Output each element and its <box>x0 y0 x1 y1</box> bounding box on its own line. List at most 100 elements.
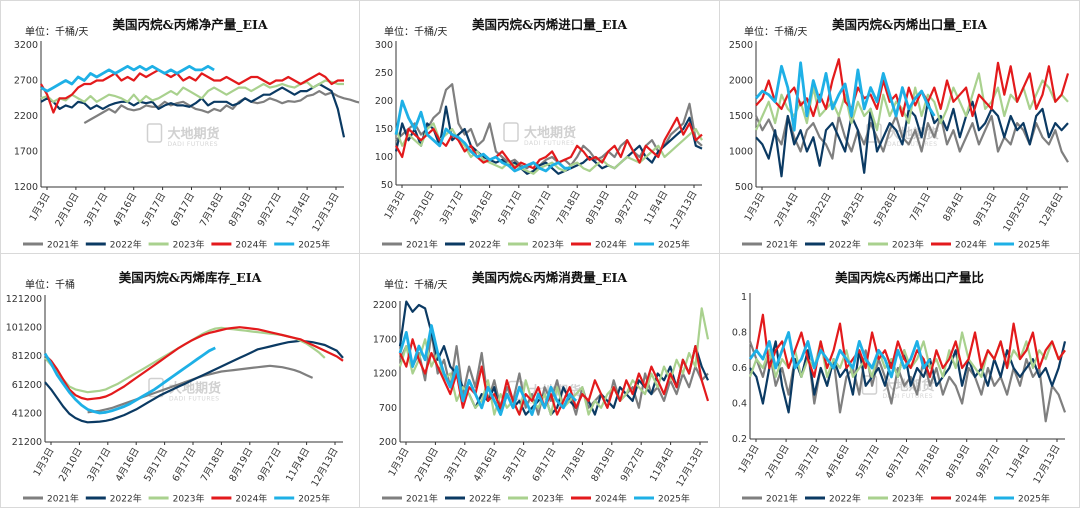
series-line-2024年 <box>40 68 344 114</box>
y-tick-label: 1200 <box>373 369 397 380</box>
legend-label: 2023年 <box>892 239 924 251</box>
x-tick-label: 8月19日 <box>227 446 255 484</box>
y-tick-label: 500 <box>735 182 753 193</box>
y-tick-label: 0.6 <box>732 363 747 374</box>
legend-label: 2024年 <box>955 493 987 505</box>
x-tick-label: 1月3日 <box>383 189 408 221</box>
series-line-2024年 <box>395 116 703 170</box>
x-tick-label: 3月17日 <box>85 446 113 484</box>
legend-label: 2025年 <box>298 493 330 505</box>
x-tick-label: 11月4日 <box>284 446 312 484</box>
unit-label: 单位：千桶/天 <box>25 25 88 38</box>
x-tick-label: 3月17日 <box>442 446 470 484</box>
legend-label: 2021年 <box>406 493 438 505</box>
x-tick-label: 8月19日 <box>944 443 972 481</box>
y-tick-label: 300 <box>375 40 393 51</box>
legend-label: 2023年 <box>173 239 205 251</box>
legend-label: 2022年 <box>829 493 861 505</box>
legend-label: 2021年 <box>47 493 79 505</box>
y-tick-label: 2200 <box>14 111 38 122</box>
x-tick-label: 7月18日 <box>198 191 226 229</box>
x-tick-label: 9月27日 <box>256 191 284 229</box>
x-tick-label: 3月17日 <box>438 189 466 227</box>
x-tick-label: 7月1日 <box>908 191 933 223</box>
x-tick-label: 3月22日 <box>806 191 834 229</box>
y-tick-label: 1700 <box>373 334 397 345</box>
x-tick-label: 1月3日 <box>743 191 768 223</box>
y-tick-label: 0.2 <box>732 434 747 445</box>
x-tick-label: 7月18日 <box>914 443 942 481</box>
watermark-name: 大地期货 <box>168 126 220 142</box>
y-tick-label: 150 <box>375 124 393 135</box>
series-line-2025年 <box>754 61 936 132</box>
x-tick-label: 12月13日 <box>1031 443 1062 486</box>
chart-title: 美国丙烷&丙烯消费量_EIA <box>472 270 627 286</box>
legend-label: 2024年 <box>595 493 627 505</box>
series-line-2022年 <box>44 339 344 424</box>
y-tick-label: 2000 <box>729 76 753 87</box>
series-line-2022年 <box>394 105 703 175</box>
x-tick-label: 3月17日 <box>794 443 822 481</box>
y-tick-label: 61200 <box>12 380 42 391</box>
y-tick-label: 21200 <box>12 437 42 448</box>
x-tick-label: 6月17日 <box>884 443 912 481</box>
legend: 2021年 2022年 2023年 2024年 2025年 <box>23 239 330 251</box>
y-tick-label: 1200 <box>14 182 38 193</box>
legend: 2021年 2022年 2023年 2024年 2025年 <box>742 493 1050 505</box>
x-tick-label: 11月4日 <box>648 446 676 484</box>
x-tick-label: 5月17日 <box>142 446 170 484</box>
legend: 2021年 2022年 2023年 2024年 2025年 <box>382 493 690 505</box>
y-tick-label: 2700 <box>14 76 38 87</box>
unit-label: 单位：千桶/天 <box>384 25 447 38</box>
y-tick-label: 200 <box>375 96 393 107</box>
y-tick-label: 100 <box>375 152 393 163</box>
x-tick-label: 11月4日 <box>1004 443 1032 481</box>
series-line-2024年 <box>44 326 344 401</box>
unit-label: 单位：千桶/天 <box>744 25 807 38</box>
legend-label: 2024年 <box>595 239 627 251</box>
legend-label: 2025年 <box>658 493 690 505</box>
chart-title: 美国丙烷&丙烯净产量_EIA <box>112 17 267 33</box>
x-tick-label: 2月10日 <box>57 446 85 484</box>
y-tick-label: 1500 <box>729 111 753 122</box>
legend-label: 2023年 <box>532 239 564 251</box>
y-tick-label: 41200 <box>12 408 42 419</box>
legend: 2021年 2022年 2023年 2024年 2025年 <box>742 239 1050 251</box>
series-line-2021年 <box>748 341 1067 423</box>
chart-panel-consumption: 美国丙烷&丙烯消费量_EIA 单位：千桶/天 大地期货 DADI FUTURES 220… <box>359 253 720 508</box>
legend-label: 2022年 <box>110 493 142 505</box>
legend-label: 2021年 <box>766 493 798 505</box>
series-line-2023年 <box>748 331 1066 379</box>
series-line-2025年 <box>40 64 215 93</box>
chart-panel-inventory: 美国丙烷&丙烯库存_EIA 单位：千桶 大地期货 DADI FUTURES 121200… <box>0 253 360 508</box>
chart-panel-exports: 美国丙烷&丙烯出口量_EIA 单位：千桶/天 大地期货 DADI FUTURES 250… <box>719 0 1080 254</box>
x-tick-label: 1月3日 <box>28 191 53 223</box>
legend-label: 2022年 <box>469 493 501 505</box>
x-tick-label: 12月6日 <box>1038 191 1066 229</box>
x-tick-label: 8月19日 <box>584 189 612 227</box>
legend: 2021年 2022年 2023年 2024年 2025年 <box>382 239 690 251</box>
x-tick-label: 1月3日 <box>737 443 762 475</box>
y-tick-label: 700 <box>379 403 397 414</box>
x-tick-label: 6月17日 <box>531 446 559 484</box>
y-tick-label: 0.4 <box>732 399 747 410</box>
x-tick-label: 8月19日 <box>589 446 617 484</box>
y-tick-label: 0.8 <box>732 328 747 339</box>
legend-label: 2025年 <box>1018 493 1050 505</box>
y-tick-label: 121200 <box>6 294 42 305</box>
chart-title: 美国丙烷&丙烯出口量_EIA <box>832 17 987 33</box>
x-tick-label: 2月10日 <box>764 443 792 481</box>
chart-title: 美国丙烷&丙烯进口量_EIA <box>472 17 627 33</box>
watermark-name: 大地期货 <box>524 125 576 141</box>
series-line-2023年 <box>40 79 344 103</box>
series-line-2025年 <box>398 324 578 417</box>
legend-label: 2025年 <box>658 239 690 251</box>
x-tick-label: 11月4日 <box>285 191 313 229</box>
legend-label: 2022年 <box>110 239 142 251</box>
x-tick-label: 9月27日 <box>256 446 284 484</box>
